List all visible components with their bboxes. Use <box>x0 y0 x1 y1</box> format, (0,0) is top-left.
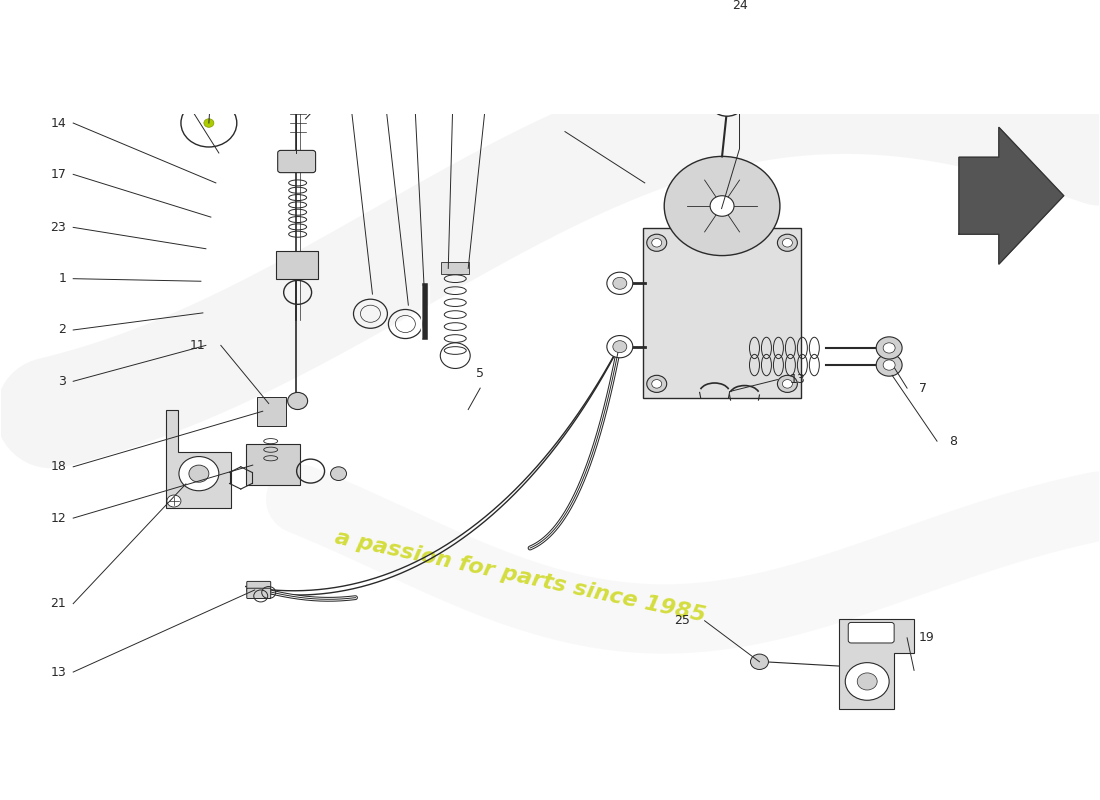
Text: 3: 3 <box>58 374 66 388</box>
FancyBboxPatch shape <box>246 588 271 598</box>
Text: 1: 1 <box>58 272 66 285</box>
Text: 13: 13 <box>790 373 805 386</box>
FancyBboxPatch shape <box>246 582 271 592</box>
Text: 16: 16 <box>367 0 383 3</box>
Circle shape <box>877 337 902 359</box>
Circle shape <box>711 196 734 216</box>
Text: 10: 10 <box>403 0 418 3</box>
Text: 20: 20 <box>487 0 503 3</box>
Text: 5: 5 <box>476 366 484 379</box>
FancyBboxPatch shape <box>642 228 802 398</box>
Circle shape <box>331 467 346 481</box>
Text: 24: 24 <box>732 0 747 12</box>
Text: 9: 9 <box>451 0 459 3</box>
Text: 13: 13 <box>51 666 66 678</box>
Circle shape <box>204 118 213 127</box>
Text: 17: 17 <box>51 168 66 181</box>
Text: a passion for parts since 1985: a passion for parts since 1985 <box>333 527 707 626</box>
Text: 6: 6 <box>212 0 220 3</box>
FancyBboxPatch shape <box>277 150 316 173</box>
Circle shape <box>778 234 798 251</box>
Circle shape <box>857 673 877 690</box>
Circle shape <box>782 238 792 247</box>
Circle shape <box>607 335 632 358</box>
FancyBboxPatch shape <box>256 397 286 426</box>
Polygon shape <box>959 127 1064 264</box>
Text: 12: 12 <box>51 512 66 525</box>
Text: 23: 23 <box>51 221 66 234</box>
Circle shape <box>613 278 627 290</box>
Circle shape <box>180 99 236 147</box>
Polygon shape <box>166 410 231 508</box>
Text: 22: 22 <box>288 0 304 3</box>
FancyBboxPatch shape <box>441 262 470 274</box>
Circle shape <box>647 375 667 393</box>
FancyBboxPatch shape <box>276 251 318 278</box>
Circle shape <box>651 379 662 388</box>
Circle shape <box>647 234 667 251</box>
Text: 7: 7 <box>920 382 927 394</box>
Circle shape <box>883 343 895 353</box>
Text: 19: 19 <box>920 631 935 644</box>
FancyBboxPatch shape <box>245 444 299 485</box>
Circle shape <box>167 495 180 507</box>
Circle shape <box>664 156 780 255</box>
Text: 18: 18 <box>51 460 66 474</box>
Circle shape <box>189 465 209 482</box>
Polygon shape <box>839 619 914 709</box>
Text: 15: 15 <box>123 0 139 3</box>
Text: 4: 4 <box>337 0 344 3</box>
Text: 21: 21 <box>51 597 66 610</box>
Text: 14: 14 <box>51 117 66 130</box>
Circle shape <box>883 360 895 370</box>
Circle shape <box>288 393 308 410</box>
Circle shape <box>613 341 627 353</box>
Circle shape <box>877 354 902 376</box>
Circle shape <box>651 238 662 247</box>
Text: 8: 8 <box>949 434 957 448</box>
Text: 2: 2 <box>58 323 66 337</box>
FancyBboxPatch shape <box>848 622 894 643</box>
Circle shape <box>179 457 219 490</box>
Circle shape <box>782 379 792 388</box>
Circle shape <box>845 662 889 700</box>
Text: 25: 25 <box>674 614 690 627</box>
Circle shape <box>750 654 769 670</box>
Circle shape <box>778 375 798 393</box>
Text: 11: 11 <box>190 339 206 352</box>
Circle shape <box>710 86 745 116</box>
Circle shape <box>607 272 632 294</box>
